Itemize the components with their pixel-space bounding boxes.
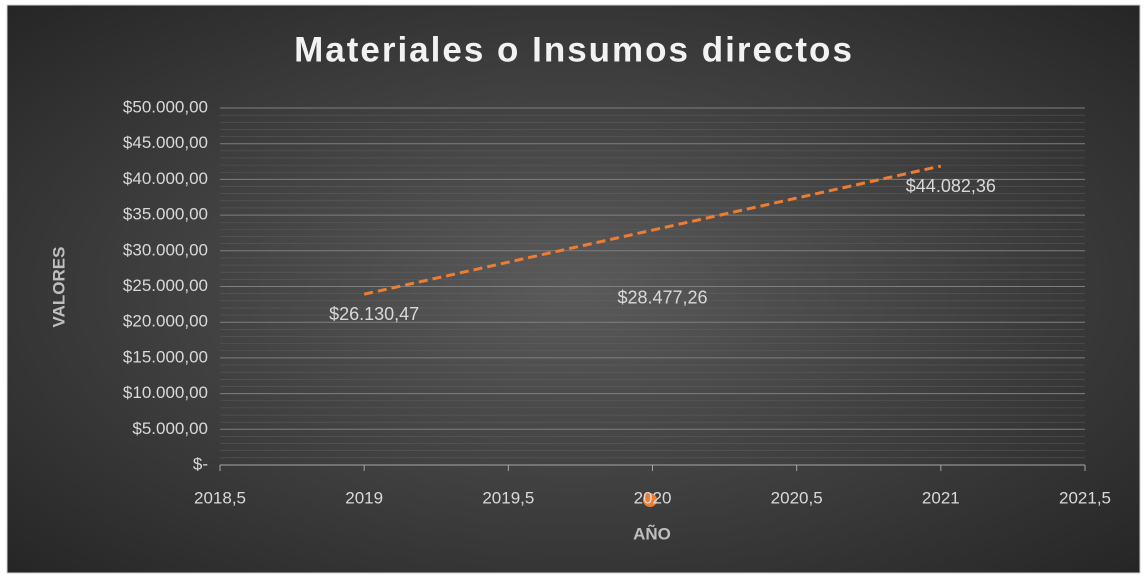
y-tick-label: $5.000,00 [132,419,208,438]
y-tick-label: $40.000,00 [123,169,208,188]
y-tick-label: $50.000,00 [123,97,208,116]
y-tick-label: $35.000,00 [123,205,208,224]
x-tick-label: 2021 [922,488,960,507]
x-tick-label: 2020 [634,488,672,507]
chart-area [6,4,1141,574]
marker-icon [643,493,657,507]
y-tick-label: $30.000,00 [123,240,208,259]
chart-title: Materiales o Insumos directos [294,30,854,69]
y-tick-label: $10.000,00 [123,383,208,402]
data-label: $44.082,36 [906,176,996,196]
y-tick-label: $15.000,00 [123,347,208,366]
y-tick-label: $- [193,454,208,473]
data-label: $28.477,26 [617,287,707,307]
x-tick-label: 2020,5 [771,488,823,507]
trendline [363,164,942,296]
y-axis-title: VALORES [49,247,68,328]
x-tick-label: 2019 [345,488,383,507]
x-tick-label: 2021,5 [1059,488,1111,507]
x-axis-title: AÑO [633,523,671,543]
x-tick-label: 2019,5 [482,488,534,507]
y-tick-label: $25.000,00 [123,276,208,295]
x-tick-label: 2018,5 [194,488,246,507]
y-tick-label: $20.000,00 [123,312,208,331]
y-tick-label: $45.000,00 [123,133,208,152]
data-label: $26.130,47 [329,304,419,324]
